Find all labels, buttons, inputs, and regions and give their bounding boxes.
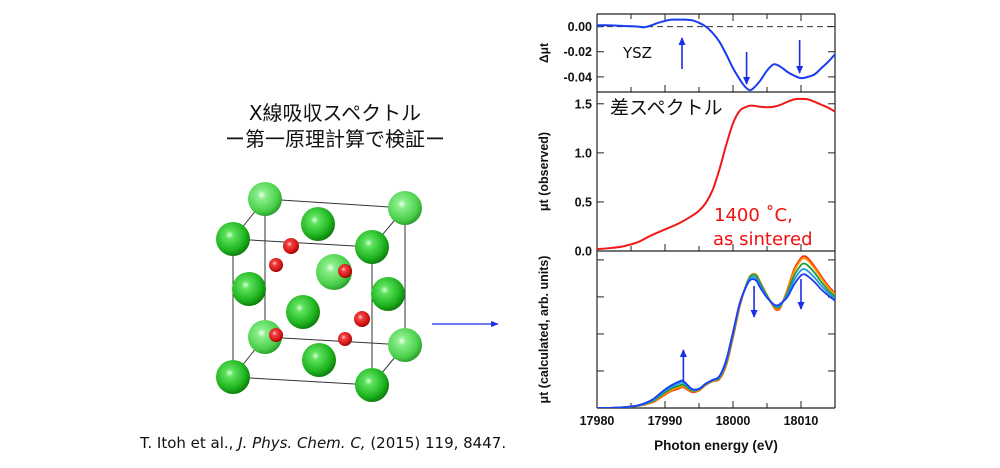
x-axis-label: Photon energy (eV)	[654, 438, 778, 453]
arrow-down-icon	[797, 302, 805, 310]
x-tick-label: 18010	[784, 414, 819, 428]
series-group	[597, 97, 835, 251]
unit-cell-edge	[264, 198, 406, 209]
citation-authors: T. Itoh et al.,	[140, 434, 239, 452]
arrow-up-icon	[679, 349, 687, 357]
series-line-calc-1	[597, 255, 835, 408]
panel-calculated-spectrum: 17980 17990 18000 18010 Photon energy (eV) μt…	[537, 251, 836, 453]
cation-atom	[388, 191, 422, 225]
oxygen-atom	[283, 238, 299, 254]
series-line-calc-4	[597, 268, 835, 408]
annotations: YSZ	[622, 37, 804, 85]
series-line-calc-5	[597, 273, 835, 408]
arrow-down-icon	[796, 66, 804, 74]
cation-atom	[355, 230, 389, 264]
cation-atom	[216, 360, 250, 394]
y-axis-label: μt (calculated, arb. units)	[537, 256, 551, 404]
arrow-down-icon	[743, 77, 751, 85]
y-tick-label: 0.5	[575, 195, 592, 209]
series-line-1400-c-as-sintered	[597, 97, 835, 251]
annotation-temperature: 1400 ˚C,	[714, 205, 793, 226]
cation-atom	[216, 222, 250, 256]
y-tick-label: -0.02	[564, 45, 593, 59]
citation: T. Itoh et al., J. Phys. Chem. C, (2015)…	[140, 434, 506, 452]
cation-atom	[388, 328, 422, 362]
arrow-down-icon	[750, 310, 758, 318]
unit-cell-edge	[232, 238, 373, 248]
y-tick-label: 1.5	[575, 97, 592, 111]
cation-atom	[286, 295, 320, 329]
series-line-calc-2	[597, 257, 835, 408]
y-axis-label: Δμt	[537, 43, 551, 63]
annotation-sintered: as sintered	[713, 229, 813, 250]
oxygen-atom	[338, 332, 352, 346]
x-tick-label: 17980	[580, 414, 615, 428]
annotations: 差スペクトル 1400 ˚C, as sintered	[610, 97, 813, 250]
crystal-structure-diagram	[216, 182, 422, 402]
unit-cell-edge	[232, 376, 373, 386]
cation-atom	[316, 254, 352, 290]
y-axis-label: μt (observed)	[537, 132, 551, 211]
annotation-ysz: YSZ	[622, 44, 652, 62]
annotations	[679, 279, 805, 381]
y-tick-label: -0.04	[564, 70, 593, 84]
figure-title-line1: X線吸収スペクトル	[248, 101, 422, 125]
oxygen-atom	[269, 328, 283, 342]
arrow-head-icon	[491, 321, 499, 327]
panel-difference-spectrum: 0.00 -0.02 -0.04 Δμt YSZ	[537, 13, 836, 93]
oxygen-atom	[269, 258, 283, 272]
cation-atom	[301, 207, 335, 241]
cation-atom	[248, 182, 282, 216]
series-line-calc-3	[597, 262, 835, 408]
panel-observed-spectrum: 0.0 0.5 1.0 1.5 μt (observed) 差スペクトル 1400 ˚C, a…	[537, 92, 836, 259]
citation-details: (2015) 119, 8447.	[365, 434, 507, 452]
pointer-arrow	[432, 321, 499, 327]
y-tick-label: 0.0	[575, 245, 592, 259]
citation-journal: J. Phys. Chem. C,	[238, 434, 366, 452]
cation-atom	[355, 368, 389, 402]
series-group	[597, 255, 835, 408]
annotation-difference-spectrum: 差スペクトル	[610, 97, 723, 119]
cation-atom	[371, 277, 405, 311]
oxygen-atom	[354, 311, 370, 327]
x-tick-label: 18000	[716, 414, 751, 428]
series-group	[597, 18, 835, 92]
y-tick-label: 1.0	[575, 146, 592, 160]
figure-title-line2: ー第一原理計算で検証ー	[225, 127, 445, 151]
x-tick-label: 17990	[648, 414, 683, 428]
series-line--t	[597, 18, 835, 92]
cation-atom	[232, 272, 266, 306]
arrow-up-icon	[678, 37, 686, 45]
unit-cell-edge	[264, 336, 406, 346]
oxygen-atom	[338, 264, 352, 278]
cation-atom	[302, 343, 336, 377]
y-tick-label: 0.00	[568, 20, 592, 34]
